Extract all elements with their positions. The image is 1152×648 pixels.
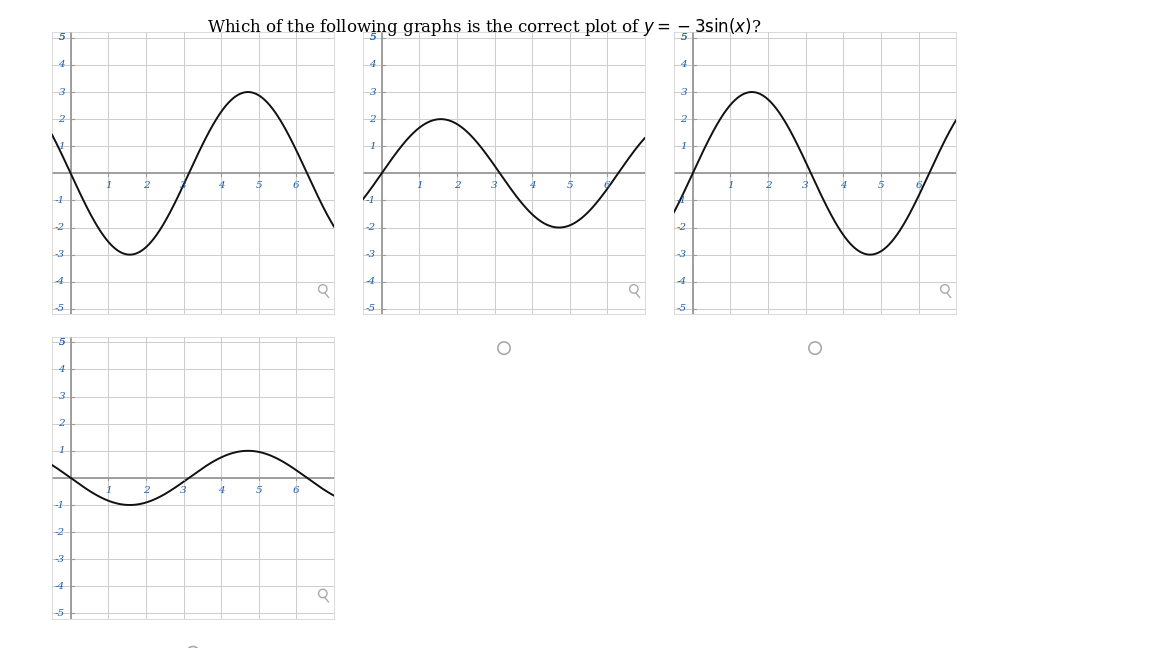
Text: 3: 3: [491, 181, 498, 191]
Text: -3: -3: [677, 250, 687, 259]
Text: 5: 5: [681, 33, 687, 42]
Text: -4: -4: [55, 277, 65, 286]
Text: -5: -5: [55, 305, 65, 314]
Text: 3: 3: [180, 181, 187, 191]
Text: 4: 4: [218, 486, 225, 495]
Text: 2: 2: [59, 419, 65, 428]
Text: 5: 5: [681, 33, 687, 42]
Text: 4: 4: [529, 181, 536, 191]
Text: -5: -5: [55, 609, 65, 618]
Text: 4: 4: [59, 365, 65, 374]
Text: -1: -1: [366, 196, 376, 205]
Text: 1: 1: [59, 446, 65, 456]
Text: 1: 1: [681, 142, 687, 151]
Text: 2: 2: [143, 181, 150, 191]
Text: 6: 6: [293, 486, 300, 495]
Text: 3: 3: [681, 87, 687, 97]
Text: Which of the following graphs is the correct plot of $y =  - 3\sin(x)$?: Which of the following graphs is the cor…: [206, 16, 761, 38]
Text: -4: -4: [366, 277, 376, 286]
Text: 5: 5: [878, 181, 885, 191]
Text: 6: 6: [293, 181, 300, 191]
Text: 4: 4: [840, 181, 847, 191]
Text: 3: 3: [802, 181, 809, 191]
Text: 5: 5: [370, 33, 376, 42]
Text: -4: -4: [677, 277, 687, 286]
Text: -4: -4: [55, 582, 65, 591]
Text: 1: 1: [105, 486, 112, 495]
Text: 5: 5: [59, 338, 65, 347]
Text: 4: 4: [218, 181, 225, 191]
Text: -1: -1: [55, 196, 65, 205]
Text: 2: 2: [765, 181, 772, 191]
Text: 4: 4: [59, 60, 65, 69]
Text: 1: 1: [727, 181, 734, 191]
Text: -5: -5: [677, 305, 687, 314]
Text: 3: 3: [180, 486, 187, 495]
Text: -3: -3: [366, 250, 376, 259]
Text: 3: 3: [59, 392, 65, 401]
Text: 6: 6: [604, 181, 611, 191]
Text: -1: -1: [677, 196, 687, 205]
Text: 2: 2: [681, 115, 687, 124]
Text: 2: 2: [370, 115, 376, 124]
Text: -3: -3: [55, 555, 65, 564]
Text: 2: 2: [454, 181, 461, 191]
Text: -1: -1: [55, 500, 65, 509]
Text: 4: 4: [370, 60, 376, 69]
Text: -2: -2: [55, 223, 65, 232]
Text: 5: 5: [59, 33, 65, 42]
Text: 2: 2: [143, 486, 150, 495]
Text: 5: 5: [256, 181, 263, 191]
Text: -2: -2: [677, 223, 687, 232]
Text: 4: 4: [681, 60, 687, 69]
Text: 5: 5: [256, 486, 263, 495]
Text: 5: 5: [59, 33, 65, 42]
Text: 1: 1: [105, 181, 112, 191]
Text: 5: 5: [59, 338, 65, 347]
Text: -2: -2: [55, 527, 65, 537]
Text: 5: 5: [567, 181, 574, 191]
Text: 2: 2: [59, 115, 65, 124]
Text: -5: -5: [366, 305, 376, 314]
Text: 1: 1: [370, 142, 376, 151]
Text: -3: -3: [55, 250, 65, 259]
Text: -2: -2: [366, 223, 376, 232]
Text: 1: 1: [416, 181, 423, 191]
Text: 1: 1: [59, 142, 65, 151]
Text: 3: 3: [59, 87, 65, 97]
Text: 3: 3: [370, 87, 376, 97]
Text: 6: 6: [915, 181, 922, 191]
Text: 5: 5: [370, 33, 376, 42]
